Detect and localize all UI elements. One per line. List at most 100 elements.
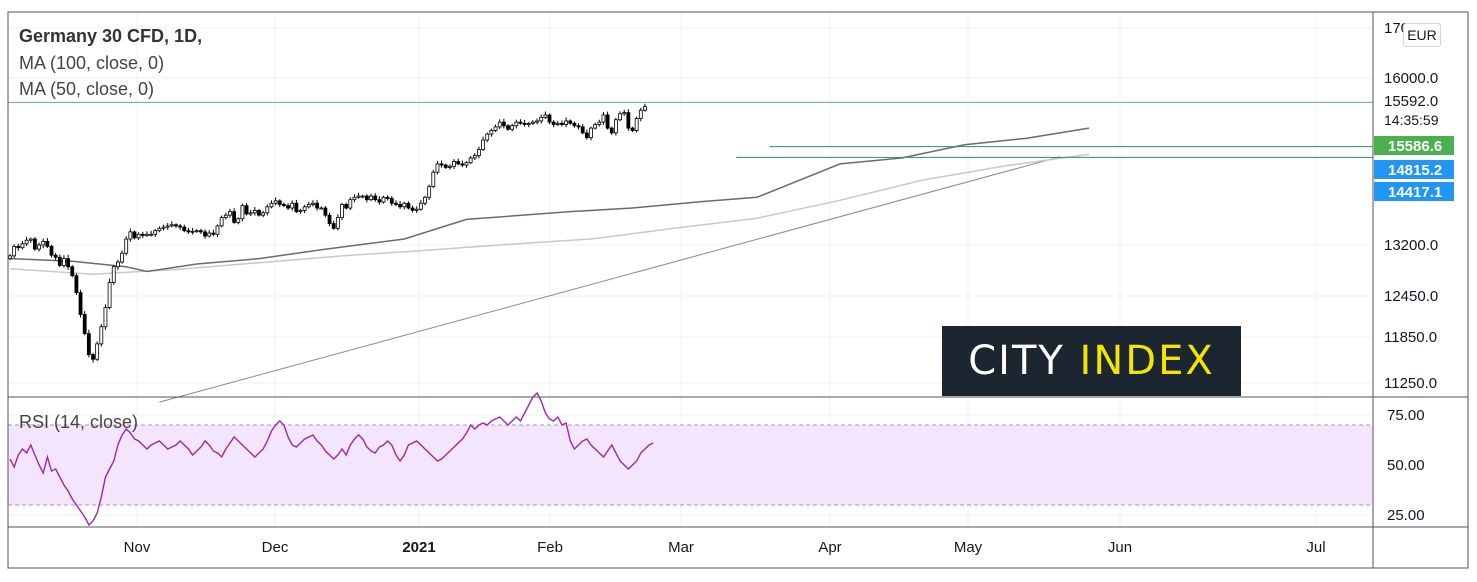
candle bbox=[132, 230, 137, 240]
badge-green-bg bbox=[1374, 136, 1454, 155]
candle bbox=[244, 203, 249, 216]
candle bbox=[315, 199, 320, 211]
candle-body bbox=[373, 195, 378, 201]
candle-body bbox=[45, 241, 50, 247]
candle bbox=[149, 230, 154, 237]
candle bbox=[223, 212, 228, 220]
candle-body bbox=[630, 127, 635, 131]
countdown-label: 14:35:59 bbox=[1384, 112, 1439, 128]
candle bbox=[360, 194, 365, 199]
candle-body bbox=[526, 122, 531, 125]
candle-body bbox=[103, 307, 108, 328]
candle bbox=[452, 159, 456, 169]
candle-body bbox=[132, 231, 137, 239]
candle-body bbox=[414, 208, 419, 211]
candle-body bbox=[377, 199, 382, 203]
trendline bbox=[159, 156, 1061, 403]
candle bbox=[311, 200, 315, 207]
candle bbox=[281, 202, 286, 208]
candle bbox=[62, 255, 66, 268]
ma50-legend: MA (50, close, 0) bbox=[19, 79, 155, 99]
candle bbox=[194, 229, 199, 233]
candle bbox=[593, 122, 598, 130]
candle bbox=[584, 129, 589, 140]
candle-body bbox=[398, 204, 403, 208]
candle bbox=[340, 202, 344, 221]
candle bbox=[398, 201, 403, 209]
candle-body bbox=[165, 225, 170, 228]
candle bbox=[576, 123, 581, 130]
candle-body bbox=[481, 139, 486, 150]
candle-body bbox=[506, 125, 510, 130]
candle bbox=[609, 126, 614, 135]
candle-body bbox=[435, 163, 440, 173]
candle-body bbox=[53, 254, 58, 258]
candle-body bbox=[74, 275, 79, 294]
candle-body bbox=[460, 163, 465, 166]
candle bbox=[543, 111, 548, 119]
candle-body bbox=[116, 261, 120, 268]
candle-body bbox=[302, 206, 307, 211]
candle bbox=[493, 124, 498, 132]
candle bbox=[20, 240, 25, 250]
badge-blue-1-label: 14815.2 bbox=[1388, 162, 1442, 179]
candle bbox=[298, 208, 303, 214]
candle bbox=[182, 224, 187, 233]
candle-body bbox=[157, 227, 162, 232]
rsi-band bbox=[8, 425, 1373, 505]
candle bbox=[37, 242, 41, 252]
candle-body bbox=[99, 326, 104, 345]
candle bbox=[186, 227, 191, 234]
candle-body bbox=[643, 106, 647, 111]
candle-body bbox=[257, 210, 261, 216]
candle-body bbox=[580, 126, 585, 134]
candle bbox=[414, 206, 419, 214]
candle bbox=[265, 204, 270, 216]
candle bbox=[169, 221, 174, 228]
candle bbox=[257, 208, 261, 217]
candle bbox=[356, 192, 361, 199]
candle-body bbox=[311, 202, 315, 205]
candle bbox=[560, 120, 564, 127]
candle-body bbox=[203, 231, 207, 237]
candle-body bbox=[360, 195, 365, 198]
candle-body bbox=[344, 204, 349, 209]
candle bbox=[219, 215, 224, 228]
candle-body bbox=[261, 212, 266, 216]
candle-body bbox=[128, 231, 133, 240]
candle bbox=[103, 304, 108, 330]
chart-frame bbox=[7, 11, 1469, 569]
candle-body bbox=[551, 121, 556, 125]
candle-body bbox=[381, 196, 386, 203]
candle-body bbox=[614, 119, 618, 134]
candle-body bbox=[294, 202, 299, 212]
candle bbox=[45, 238, 50, 249]
candle-body bbox=[385, 196, 390, 199]
candle-body bbox=[568, 120, 573, 124]
candle bbox=[174, 223, 178, 229]
candle-body bbox=[597, 121, 602, 125]
candle-body bbox=[37, 244, 41, 250]
price-tick-label: 13200.0 bbox=[1384, 237, 1438, 254]
candle bbox=[489, 128, 494, 137]
candle-body bbox=[560, 122, 564, 125]
candle-body bbox=[410, 207, 415, 211]
candle-body bbox=[609, 127, 614, 134]
candle-body bbox=[186, 230, 191, 233]
candle bbox=[506, 124, 510, 131]
candle bbox=[522, 119, 527, 127]
candle bbox=[33, 237, 37, 251]
candle-body bbox=[286, 205, 290, 209]
candle bbox=[481, 136, 486, 152]
candle-body bbox=[57, 256, 62, 266]
logo-word-city: CITY bbox=[968, 338, 1080, 384]
currency-button[interactable]: EUR bbox=[1403, 23, 1441, 47]
candle bbox=[601, 112, 606, 125]
candle-body bbox=[281, 204, 286, 207]
candle bbox=[165, 222, 170, 230]
candle-body bbox=[178, 225, 183, 228]
candle bbox=[514, 119, 519, 129]
candle bbox=[86, 329, 91, 358]
candle bbox=[547, 113, 552, 125]
